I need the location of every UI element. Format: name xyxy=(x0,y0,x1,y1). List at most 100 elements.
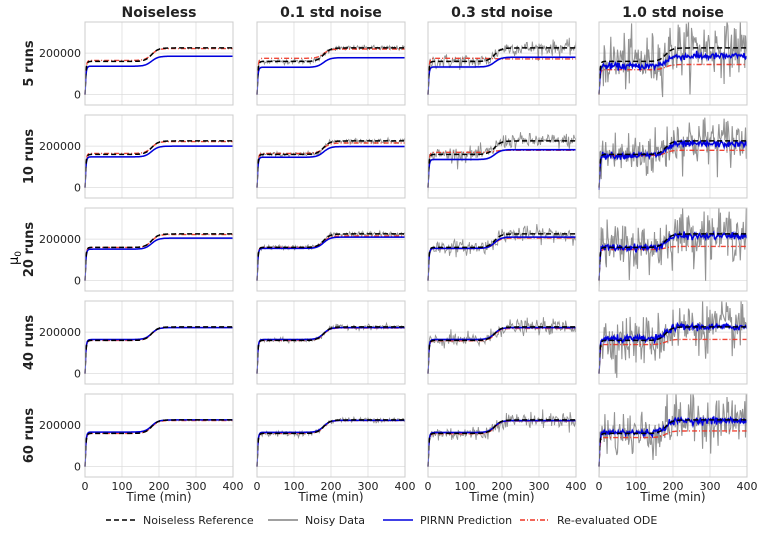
x-tick-label: 300 xyxy=(529,480,550,493)
panel-frame xyxy=(427,114,577,199)
panel xyxy=(256,300,406,385)
panel: 0 100 200 300 400 xyxy=(596,393,758,493)
x-tick-label: 0 xyxy=(596,480,603,493)
pirnn-band xyxy=(85,419,233,468)
noisy-data-line xyxy=(427,224,577,281)
pirnn-line xyxy=(84,55,233,95)
panel-frame xyxy=(256,207,406,292)
panel xyxy=(256,207,406,292)
panel: 0 200000 xyxy=(39,114,234,199)
pirnn-line xyxy=(84,237,233,281)
x-tick-label: 100 xyxy=(455,480,476,493)
y-tick-label: 200000 xyxy=(39,326,81,339)
x-tick-label: 400 xyxy=(223,480,244,493)
reference-line xyxy=(256,47,405,95)
ode-line xyxy=(256,48,405,95)
panel xyxy=(598,300,748,385)
noisy-data-line xyxy=(598,117,748,199)
x-tick-label: 100 xyxy=(112,480,133,493)
panel-frame xyxy=(598,393,748,478)
row-labels: 5 runs 10 runs 20 runs 40 runs 60 runs xyxy=(22,40,37,463)
pirnn-line xyxy=(256,236,405,281)
panel-frame xyxy=(256,114,406,199)
legend-label: Re-evaluated ODE xyxy=(557,514,657,527)
pirnn-band xyxy=(257,145,405,189)
x-tick-label: 300 xyxy=(186,480,207,493)
pirnn-line xyxy=(427,56,576,95)
reference-line xyxy=(256,233,405,281)
panel-frame xyxy=(598,300,748,385)
row-label: 60 runs xyxy=(22,408,37,464)
panel: 0 100 200 300 400 xyxy=(254,393,416,493)
x-axis-label: Time (min) xyxy=(297,490,363,504)
y-tick-label: 200000 xyxy=(39,419,81,432)
noisy-data-line xyxy=(427,409,577,470)
panel-frame xyxy=(427,393,577,478)
panel-frame xyxy=(84,393,234,478)
ode-line xyxy=(427,57,576,95)
row-label: 10 runs xyxy=(22,129,37,185)
y-tick-label: 200000 xyxy=(39,233,81,246)
pirnn-band xyxy=(257,326,405,375)
column-title: 1.0 std noise xyxy=(622,5,724,21)
reference-line xyxy=(84,47,233,95)
panel-frame xyxy=(256,300,406,385)
panel-frame xyxy=(598,21,748,106)
column-titles: Noiseless 0.1 std noise 0.3 std noise 1.0 s… xyxy=(122,5,724,21)
pirnn-band xyxy=(599,229,747,283)
reference-line xyxy=(427,47,576,95)
y-tick-label: 0 xyxy=(74,89,81,102)
y-tick-label: 0 xyxy=(74,461,81,474)
panel-frame xyxy=(598,114,748,199)
pirnn-band xyxy=(85,145,233,189)
pirnn-band xyxy=(85,55,233,96)
pirnn-band xyxy=(428,419,576,468)
panel xyxy=(427,21,577,106)
x-axis-label: Time (min) xyxy=(639,490,705,504)
x-tick-label: 200 xyxy=(492,480,513,493)
row-label: 20 runs xyxy=(22,222,37,278)
y-tick-label: 0 xyxy=(74,368,81,381)
legend-label: Noiseless Reference xyxy=(143,514,254,527)
x-axis-labels: Time (min) Time (min) Time (min) Time (min) xyxy=(125,490,705,504)
x-tick-label: 100 xyxy=(626,480,647,493)
x-tick-label: 200 xyxy=(663,480,684,493)
row-label: 5 runs xyxy=(22,40,37,86)
pirnn-line xyxy=(256,145,405,188)
x-tick-label: 300 xyxy=(358,480,379,493)
reference-line xyxy=(427,419,576,467)
noisy-data-line xyxy=(427,132,577,196)
reference-line xyxy=(598,326,747,374)
pirnn-line xyxy=(598,50,748,94)
reference-line xyxy=(84,326,233,374)
x-tick-label: 300 xyxy=(700,480,721,493)
panel-frame xyxy=(427,300,577,385)
panel-frame xyxy=(256,21,406,106)
reference-line xyxy=(84,419,233,467)
pirnn-band xyxy=(257,56,405,96)
reference-line xyxy=(598,47,747,95)
pirnn-band xyxy=(257,419,405,468)
column-title: 0.3 std noise xyxy=(451,5,553,21)
panel xyxy=(256,21,406,106)
x-tick-label: 100 xyxy=(284,480,305,493)
panel: 0 200000 xyxy=(39,207,234,292)
row-label: 40 runs xyxy=(22,315,37,371)
pirnn-line xyxy=(598,321,747,374)
pirnn-band xyxy=(428,326,576,375)
figure-ylabel: μ0 xyxy=(7,251,24,265)
panel-frame xyxy=(256,393,406,478)
panel-frame xyxy=(427,21,577,106)
x-axis-label: Time (min) xyxy=(125,490,191,504)
reference-line xyxy=(598,233,747,281)
panel xyxy=(598,114,748,199)
pirnn-band xyxy=(428,56,576,96)
panel xyxy=(427,300,577,385)
ode-line xyxy=(598,430,747,467)
column-title: Noiseless xyxy=(122,5,197,21)
reference-line xyxy=(427,233,576,281)
panel: 0 200000 xyxy=(39,21,234,106)
x-tick-label: 400 xyxy=(566,480,587,493)
y-tick-label: 200000 xyxy=(39,47,81,60)
